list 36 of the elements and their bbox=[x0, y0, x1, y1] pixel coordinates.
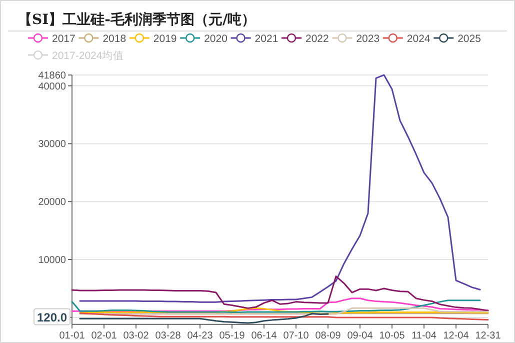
y-tick-label: 20000 bbox=[38, 197, 66, 208]
legend-label: 2022 bbox=[306, 33, 330, 45]
y-tick-label: 10000 bbox=[38, 255, 66, 266]
legend-label: 2024 bbox=[406, 33, 430, 45]
line-series bbox=[71, 276, 489, 312]
legend-label: 2020 bbox=[204, 33, 228, 45]
x-tick-label: 02-01 bbox=[91, 330, 118, 342]
legend-label: 2019 bbox=[153, 33, 177, 45]
annotation: 120.0 bbox=[36, 310, 68, 324]
x-tick-label: 12-04 bbox=[443, 330, 470, 342]
x-tick-label: 04-23 bbox=[187, 330, 214, 342]
chart-title: 【SI】工业硅-毛利润季节图（元/吨） bbox=[18, 11, 256, 28]
x-tick-label: 08-09 bbox=[315, 330, 342, 342]
legend-label: 2023 bbox=[356, 33, 380, 45]
x-tick-label: 06-14 bbox=[251, 330, 278, 342]
x-tick-label: 10-05 bbox=[379, 330, 406, 342]
x-tick-label: 03-28 bbox=[155, 330, 182, 342]
line-series bbox=[71, 300, 481, 313]
x-tick-label: 05-19 bbox=[219, 330, 246, 342]
line-series bbox=[79, 74, 481, 303]
legend-label: 2017 bbox=[52, 33, 76, 45]
line-series bbox=[79, 312, 329, 324]
x-tick-label: 07-10 bbox=[283, 330, 310, 342]
x-tick-label: 11-04 bbox=[412, 330, 437, 342]
legend-label: 2018 bbox=[102, 33, 126, 45]
legend-label: 2021 bbox=[254, 33, 278, 45]
x-tick-label: 01-01 bbox=[59, 330, 86, 342]
line-series bbox=[79, 307, 489, 316]
line-series bbox=[79, 312, 489, 321]
y-tick-label: 41860 bbox=[38, 70, 66, 82]
x-tick-label: 03-02 bbox=[123, 330, 150, 342]
y-tick-label: 30000 bbox=[38, 139, 66, 150]
x-tick-label: 09-04 bbox=[347, 330, 374, 342]
y-tick-label: 40000 bbox=[38, 81, 66, 92]
legend-label: 2025 bbox=[458, 33, 482, 45]
x-tick-label: 12-31 bbox=[475, 330, 502, 342]
